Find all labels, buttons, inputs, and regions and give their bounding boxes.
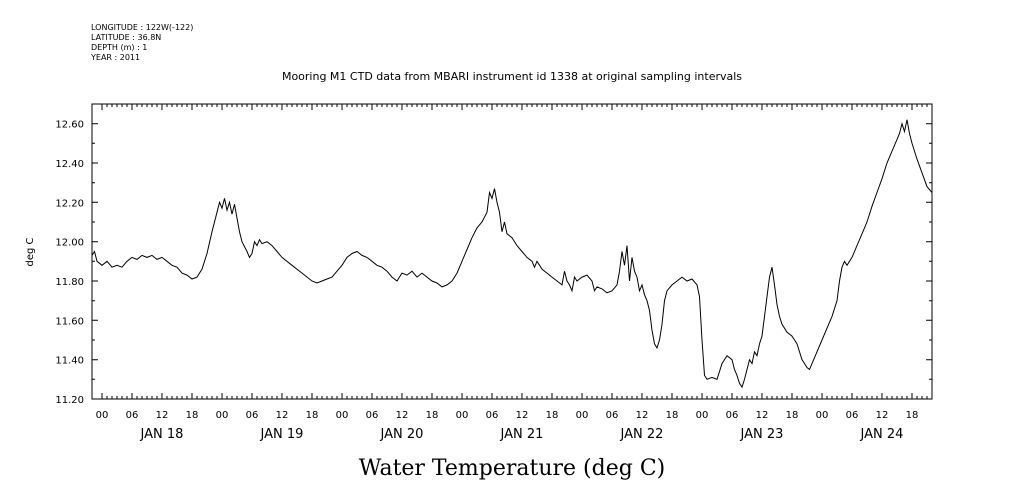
x-tick-label: 00 (816, 410, 829, 421)
x-tick-label: 06 (486, 410, 499, 421)
day-label: JAN 20 (380, 427, 424, 442)
y-tick-label: 11.40 (55, 356, 84, 367)
x-tick-label: 18 (186, 410, 199, 421)
day-label: JAN 24 (860, 427, 904, 442)
plot-frame (91, 103, 933, 400)
x-tick-label: 06 (126, 410, 139, 421)
y-tick-label: 11.60 (55, 316, 84, 327)
x-tick-label: 06 (366, 410, 379, 421)
x-tick-label: 18 (426, 410, 439, 421)
y-tick-label: 12.60 (55, 120, 84, 131)
day-label: JAN 19 (260, 427, 304, 442)
y-tick-label: 12.00 (55, 238, 84, 249)
x-tick-label: 18 (546, 410, 559, 421)
x-tick-label: 06 (606, 410, 619, 421)
x-tick-label: 18 (786, 410, 799, 421)
x-tick-label: 00 (696, 410, 709, 421)
x-tick-label: 12 (276, 410, 289, 421)
day-labels: JAN 18 JAN 19 JAN 20 JAN 21 JAN 22 JAN 23 JAN … (140, 427, 904, 442)
meta-line-3: YEAR : 2011 (90, 53, 140, 62)
x-tick-label: 18 (906, 410, 919, 421)
x-tick-label: 12 (396, 410, 409, 421)
meta-line-0: LONGITUDE : 122W(-122) (91, 23, 193, 32)
y-tick-label: 12.20 (55, 198, 84, 209)
series-line-water-temperature (91, 119, 933, 389)
x-tick-label: 18 (666, 410, 679, 421)
x-tick-label: 06 (846, 410, 859, 421)
x-tick-label: 06 (726, 410, 739, 421)
x-tick-label: 00 (576, 410, 589, 421)
tick-marks (92, 103, 933, 400)
y-tick-label: 11.80 (55, 277, 84, 288)
meta-line-1: LATITUDE : 36.8N (91, 33, 161, 42)
axis-ticks (92, 103, 933, 400)
day-label: JAN 21 (500, 427, 544, 442)
x-tick-label: 18 (306, 410, 319, 421)
x-tick-label: 06 (246, 410, 259, 421)
day-label: JAN 18 (140, 427, 184, 442)
x-tick-label: 00 (96, 410, 109, 421)
x-tick-label: 12 (756, 410, 769, 421)
x-tick-labels: 00 06 12 18 00 06 12 18 00 06 12 18 00 06 12 18 00 06 12 18… (96, 410, 919, 421)
day-label: JAN 23 (740, 427, 784, 442)
y-tick-labels: 11.20 11.40 11.60 11.80 12.00 12.20 12.40 12.60 (55, 120, 84, 406)
metadata-block: LONGITUDE : 122W(-122)LATITUDE : 36.8NDE… (90, 23, 193, 62)
x-axis-label: Water Temperature (deg C) (359, 456, 666, 481)
x-tick-label: 12 (636, 410, 649, 421)
x-tick-label: 00 (336, 410, 349, 421)
chart-title: Mooring M1 CTD data from MBARI instrumen… (282, 70, 742, 83)
x-tick-label: 00 (456, 410, 469, 421)
x-tick-label: 00 (216, 410, 229, 421)
y-tick-label: 11.20 (55, 395, 84, 406)
day-label: JAN 22 (620, 427, 664, 442)
x-tick-label: 12 (516, 410, 529, 421)
y-tick-label: 12.40 (55, 159, 84, 170)
x-tick-label: 12 (876, 410, 889, 421)
x-tick-label: 12 (156, 410, 169, 421)
y-axis-label: deg C (25, 237, 36, 266)
meta-line-2: DEPTH (m) : 1 (91, 43, 147, 52)
